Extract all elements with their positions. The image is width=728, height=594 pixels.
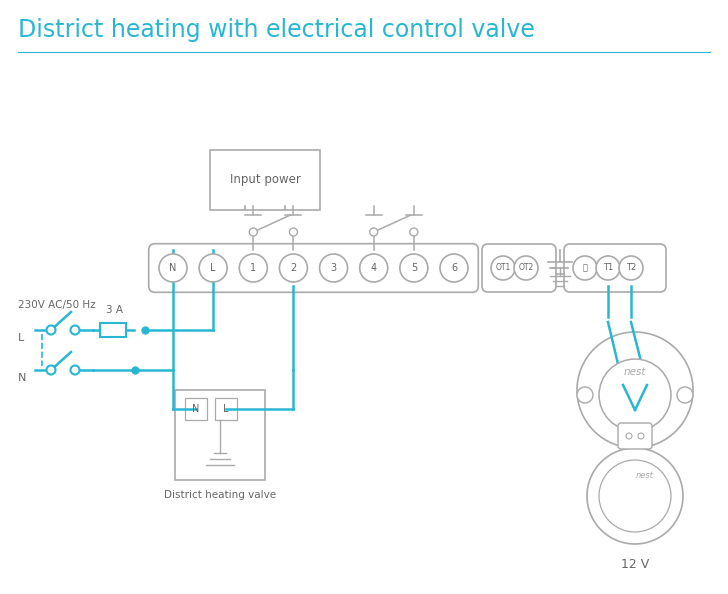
Text: N: N — [192, 404, 199, 414]
Circle shape — [596, 256, 620, 280]
Circle shape — [577, 332, 693, 448]
Circle shape — [626, 433, 632, 439]
Text: ⏚: ⏚ — [582, 264, 587, 273]
Text: nest: nest — [624, 367, 646, 377]
Text: District heating valve: District heating valve — [164, 490, 276, 500]
Text: 3: 3 — [331, 263, 336, 273]
Text: OT1: OT1 — [495, 264, 510, 273]
Text: 12 V: 12 V — [621, 558, 649, 571]
Circle shape — [71, 326, 79, 334]
Circle shape — [240, 254, 267, 282]
Circle shape — [638, 433, 644, 439]
Circle shape — [47, 365, 55, 374]
Text: 6: 6 — [451, 263, 457, 273]
Text: 2: 2 — [290, 263, 296, 273]
Text: 230V AC/50 Hz: 230V AC/50 Hz — [18, 300, 95, 310]
Circle shape — [290, 228, 298, 236]
Circle shape — [599, 359, 671, 431]
Circle shape — [440, 254, 468, 282]
Circle shape — [71, 365, 79, 374]
Circle shape — [599, 460, 671, 532]
Text: 4: 4 — [371, 263, 377, 273]
Text: 3 A: 3 A — [106, 305, 124, 315]
FancyBboxPatch shape — [100, 323, 126, 337]
Circle shape — [360, 254, 388, 282]
Text: Input power: Input power — [229, 173, 301, 187]
FancyBboxPatch shape — [618, 423, 652, 449]
Circle shape — [677, 387, 693, 403]
Text: 5: 5 — [411, 263, 417, 273]
Circle shape — [47, 326, 55, 334]
Text: N: N — [18, 373, 26, 383]
Text: L: L — [210, 263, 216, 273]
Circle shape — [619, 256, 643, 280]
Circle shape — [577, 387, 593, 403]
Circle shape — [370, 228, 378, 236]
FancyBboxPatch shape — [175, 390, 265, 480]
Circle shape — [410, 228, 418, 236]
Text: OT2: OT2 — [518, 264, 534, 273]
Circle shape — [573, 256, 597, 280]
Text: L: L — [18, 333, 24, 343]
FancyBboxPatch shape — [564, 244, 666, 292]
Circle shape — [587, 448, 683, 544]
Circle shape — [514, 256, 538, 280]
FancyBboxPatch shape — [482, 244, 556, 292]
Text: District heating with electrical control valve: District heating with electrical control… — [18, 18, 535, 42]
Circle shape — [320, 254, 347, 282]
Circle shape — [400, 254, 428, 282]
Circle shape — [159, 254, 187, 282]
Circle shape — [199, 254, 227, 282]
Circle shape — [280, 254, 307, 282]
Text: nest: nest — [636, 472, 654, 481]
Text: 1: 1 — [250, 263, 256, 273]
FancyBboxPatch shape — [185, 398, 207, 420]
FancyBboxPatch shape — [210, 150, 320, 210]
FancyBboxPatch shape — [215, 398, 237, 420]
Text: L: L — [223, 404, 229, 414]
FancyBboxPatch shape — [149, 244, 478, 292]
Text: T1: T1 — [603, 264, 613, 273]
Text: T2: T2 — [626, 264, 636, 273]
Text: N: N — [170, 263, 177, 273]
Circle shape — [491, 256, 515, 280]
Circle shape — [249, 228, 257, 236]
